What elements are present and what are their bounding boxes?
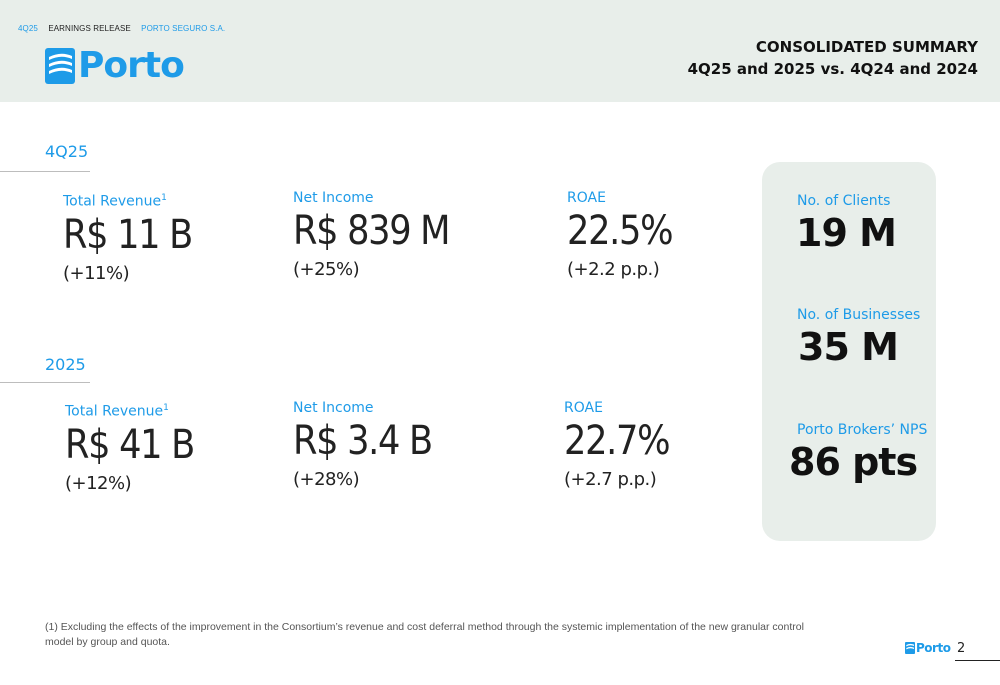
meta-doc-type: EARNINGS RELEASE xyxy=(48,24,131,33)
kpi-label: ROAE xyxy=(567,190,606,206)
logo-text: Porto xyxy=(78,45,185,86)
kpi-change: (+2.7 p.p.) xyxy=(564,469,657,490)
clients-stat: No. of Clients 19 M xyxy=(762,192,936,256)
page-number: 2 xyxy=(957,641,966,656)
page-number-rule xyxy=(955,660,1000,661)
porto-logo-mark-icon xyxy=(905,642,915,654)
kpi-value: R$ 839 M xyxy=(293,208,451,254)
section-label-2025: 2025 xyxy=(45,355,86,374)
kpi-total-revenue-4q25: Total Revenue1 R$ 11 B (+11%) xyxy=(63,189,210,287)
meta-quarter: 4Q25 xyxy=(18,24,38,33)
porto-logo-mark-icon xyxy=(45,48,75,84)
title-line-1: CONSOLIDATED SUMMARY xyxy=(755,38,978,56)
kpi-label: Total Revenue1 xyxy=(65,403,169,420)
page-header: 4Q25 EARNINGS RELEASE PORTO SEGURO S.A. … xyxy=(0,0,1000,102)
footnote-ref: 1 xyxy=(161,193,167,203)
kpi-change: (+11%) xyxy=(63,262,130,284)
kpi-value: R$ 3.4 B xyxy=(293,418,433,464)
kpi-change: (+25%) xyxy=(293,259,360,280)
kpi-label: Total Revenue1 xyxy=(63,193,167,210)
businesses-stat: No. of Businesses 35 M xyxy=(762,306,936,370)
section-divider xyxy=(0,171,90,172)
title-line-2: 4Q25 and 2025 vs. 4Q24 and 2024 xyxy=(687,60,978,78)
header-meta: 4Q25 EARNINGS RELEASE PORTO SEGURO S.A. xyxy=(18,24,233,33)
footer-logo-text: Porto xyxy=(916,641,951,655)
kpi-label: Net Income xyxy=(293,400,374,416)
meta-company: PORTO SEGURO S.A. xyxy=(141,24,226,33)
kpi-label: Net Income xyxy=(293,190,374,206)
footnote-ref: 1 xyxy=(163,403,169,413)
kpi-label: ROAE xyxy=(564,400,603,416)
stat-value: 19 M xyxy=(796,211,897,255)
stat-label: Porto Brokers’ NPS xyxy=(797,422,928,438)
footer-logo: Porto xyxy=(905,641,951,655)
section-label-4q25: 4Q25 xyxy=(45,142,89,161)
kpi-roae-2025: ROAE 22.7% (+2.7 p.p.) xyxy=(564,399,684,493)
kpi-total-revenue-2025: Total Revenue1 R$ 41 B (+12%) xyxy=(65,399,212,497)
stat-value: 86 pts xyxy=(789,440,918,484)
stat-value: 35 M xyxy=(798,325,899,369)
kpi-value: R$ 41 B xyxy=(65,421,195,468)
section-divider xyxy=(0,382,90,383)
kpi-roae-4q25: ROAE 22.5% (+2.2 p.p.) xyxy=(567,189,687,283)
kpi-net-income-2025: Net Income R$ 3.4 B (+28%) xyxy=(293,399,451,493)
kpi-net-income-4q25: Net Income R$ 839 M (+25%) xyxy=(293,189,471,283)
kpi-change: (+12%) xyxy=(65,472,132,494)
nps-stat: Porto Brokers’ NPS 86 pts xyxy=(762,421,936,485)
stat-label: No. of Clients xyxy=(797,193,891,209)
page-title: CONSOLIDATED SUMMARY 4Q25 and 2025 vs. 4… xyxy=(688,36,978,80)
kpi-value: 22.5% xyxy=(567,208,674,254)
kpi-change: (+28%) xyxy=(293,469,360,490)
kpi-change: (+2.2 p.p.) xyxy=(567,259,660,280)
kpi-value: 22.7% xyxy=(564,418,671,464)
porto-logo: Porto xyxy=(45,45,185,86)
highlights-card: No. of Clients 19 M No. of Businesses 35… xyxy=(762,162,936,541)
stat-label: No. of Businesses xyxy=(797,307,921,323)
footnote: (1) Excluding the effects of the improve… xyxy=(45,621,804,648)
kpi-value: R$ 11 B xyxy=(63,211,193,258)
